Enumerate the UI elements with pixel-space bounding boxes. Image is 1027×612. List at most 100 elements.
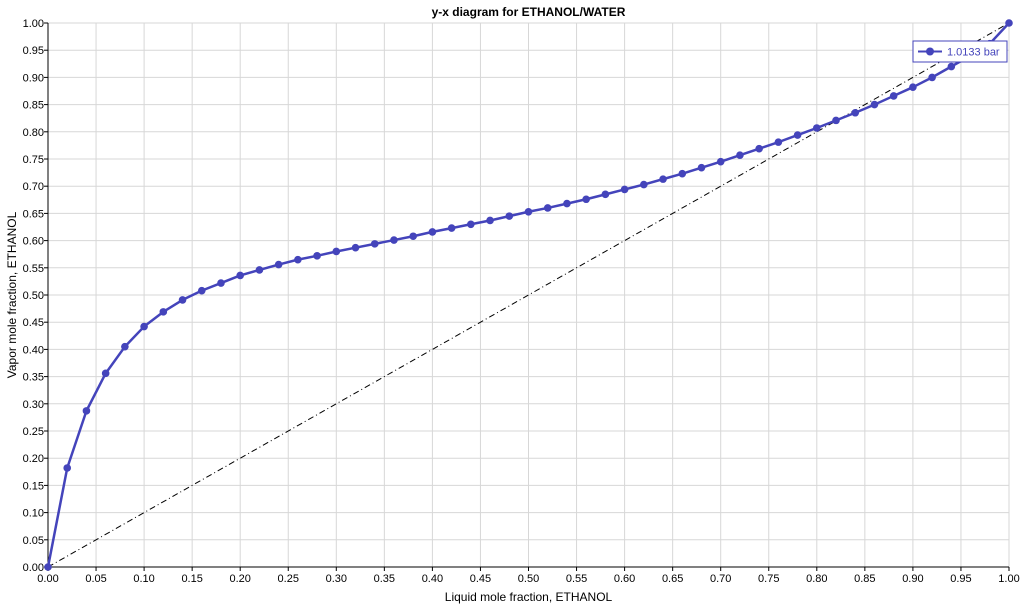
data-point (909, 83, 917, 91)
data-point (947, 62, 956, 71)
x-tick-label: 0.80 (806, 573, 827, 585)
data-point (716, 157, 725, 166)
legend-marker-icon (926, 47, 934, 56)
data-point (601, 190, 610, 199)
x-tick-label: 0.60 (614, 573, 635, 585)
x-tick-label: 0.30 (326, 573, 347, 585)
data-point (774, 138, 783, 146)
diagonal-reference-line (47, 22, 1010, 568)
y-tick-label: 0.60 (23, 236, 44, 248)
x-tick-label: 0.85 (854, 573, 875, 585)
y-tick-label: 0.95 (23, 45, 44, 57)
data-point (217, 279, 225, 287)
y-tick-label: 0.35 (23, 372, 44, 384)
x-tick-label: 0.65 (662, 573, 683, 585)
x-tick-label: 0.20 (229, 573, 250, 585)
data-point (870, 100, 879, 109)
x-tick-label: 0.35 (374, 573, 395, 585)
data-point (236, 271, 244, 280)
data-point (659, 175, 667, 183)
legend-entry-label: 1.0133 bar (947, 47, 1000, 59)
data-point (813, 124, 821, 132)
x-tick-label: 0.70 (710, 573, 731, 585)
y-tick-label: 0.00 (23, 562, 44, 574)
data-point (197, 286, 206, 295)
y-tick-label: 0.15 (23, 480, 44, 492)
data-point (543, 204, 552, 212)
data-point (82, 407, 91, 415)
data-point (793, 131, 802, 139)
y-tick-label: 0.75 (23, 154, 44, 166)
y-tick-label: 0.50 (23, 290, 44, 302)
data-point (313, 252, 321, 260)
data-point (832, 116, 840, 125)
x-tick-label: 0.50 (518, 573, 539, 585)
y-tick-label: 0.70 (23, 181, 44, 193)
data-point (370, 240, 379, 248)
data-point (524, 207, 533, 216)
data-point (755, 144, 763, 153)
data-point (736, 151, 744, 159)
data-point (140, 322, 148, 331)
data-point (294, 255, 302, 264)
tick-labels: 0.00 0.05 0.10 0.15 0.20 0.25 0.30 0.35 0.40 0.45… (23, 18, 1020, 585)
data-point (1005, 19, 1013, 27)
y-tick-label: 0.40 (23, 344, 44, 356)
x-tick-label: 0.25 (278, 573, 299, 585)
x-tick-label: 0.00 (37, 573, 58, 585)
y-tick-label: 0.30 (23, 399, 44, 411)
data-point (678, 169, 687, 178)
chart-title: y-x diagram for ETHANOL/WATER (432, 5, 626, 19)
data-point (928, 73, 936, 82)
x-tick-label: 0.90 (902, 573, 923, 585)
data-point (486, 216, 494, 225)
y-tick-label: 0.10 (23, 508, 44, 520)
data-point (428, 228, 437, 236)
x-tick-label: 0.55 (566, 573, 587, 585)
y-axis-title: Vapor mole fraction, ETHANOL (5, 211, 19, 378)
reference-diagonal (47, 22, 1010, 568)
data-point (582, 195, 590, 204)
data-point (390, 236, 398, 244)
y-tick-label: 0.45 (23, 317, 44, 329)
data-point (889, 92, 898, 100)
grid (47, 22, 1010, 568)
x-tick-label: 1.00 (998, 573, 1019, 585)
data-point (159, 308, 168, 316)
data-point (697, 163, 706, 172)
data-point (640, 180, 648, 189)
x-tick-label: 0.95 (950, 573, 971, 585)
data-point (44, 563, 52, 571)
x-tick-label: 0.75 (758, 573, 779, 585)
data-point (121, 342, 129, 351)
axes (44, 22, 1010, 571)
y-tick-label: 0.05 (23, 535, 44, 547)
data-point (505, 212, 514, 220)
data-point (178, 296, 187, 304)
data-point (351, 243, 360, 252)
data-point (274, 260, 283, 269)
y-tick-label: 0.85 (23, 100, 44, 112)
data-point (332, 247, 341, 256)
y-tick-label: 1.00 (23, 18, 44, 30)
data-point (63, 464, 72, 472)
data-point (255, 266, 264, 274)
data-point (101, 369, 110, 378)
x-tick-label: 0.40 (422, 573, 443, 585)
y-tick-label: 0.65 (23, 208, 44, 220)
series-layer (44, 19, 1013, 571)
data-point (447, 224, 456, 232)
x-tick-label: 0.10 (133, 573, 154, 585)
x-tick-label: 0.05 (85, 573, 106, 585)
data-point (851, 108, 860, 117)
y-tick-label: 0.20 (23, 453, 44, 465)
data-point (563, 199, 571, 208)
y-tick-label: 0.55 (23, 263, 44, 275)
data-point (409, 232, 417, 241)
x-tick-label: 0.45 (470, 573, 491, 585)
data-point (467, 220, 475, 229)
legend[interactable]: 1.0133 bar (912, 40, 1008, 63)
y-tick-label: 0.80 (23, 127, 44, 139)
